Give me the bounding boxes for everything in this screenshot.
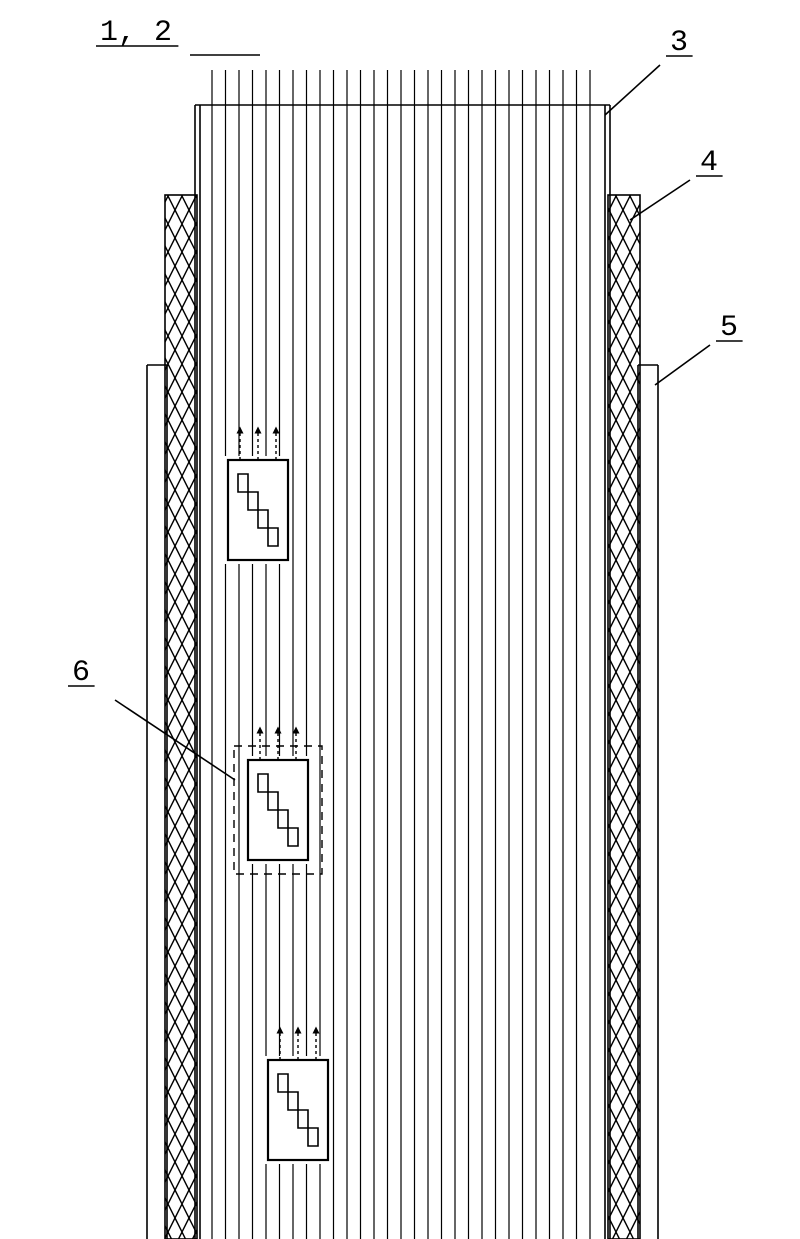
callout-label-5: 5 xyxy=(720,311,738,345)
callout-label-3: 3 xyxy=(670,26,688,60)
callout-label-6: 6 xyxy=(72,656,90,690)
callout-label-4: 4 xyxy=(700,146,718,180)
callout-leader-3 xyxy=(605,65,660,115)
callout-label-1-2: 1, 2 xyxy=(100,16,172,50)
callout-leader-5 xyxy=(655,345,710,385)
module xyxy=(234,730,322,874)
module xyxy=(264,1030,332,1164)
module xyxy=(224,430,292,564)
